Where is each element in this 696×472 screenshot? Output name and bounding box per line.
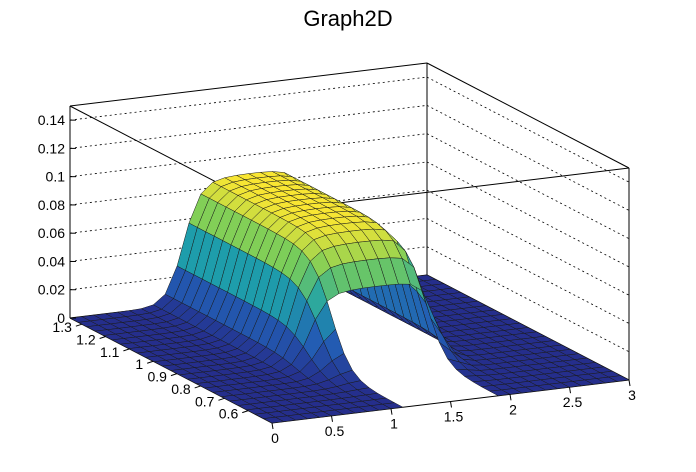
x-tick (569, 387, 571, 394)
z-tick-label: 0.06 (38, 225, 65, 241)
y-tick-label: 0.8 (171, 381, 191, 397)
y-axis: 0.60.70.80.91 1.11.21.3 (52, 319, 249, 422)
y-tick-label: 1.2 (76, 332, 96, 348)
x-tick-label: 0.5 (325, 423, 345, 439)
y-tick-label: 1.3 (52, 319, 72, 335)
x-tick (509, 394, 512, 401)
y-tick (218, 397, 225, 401)
z-tick-label: 0.1 (46, 169, 66, 185)
y-tick-label: 1 (135, 356, 143, 372)
grid-line (426, 161, 630, 268)
x-tick-label: 3 (628, 387, 636, 403)
z-tick-label: 0.14 (38, 112, 65, 128)
y-tick (194, 385, 201, 389)
grid-line (69, 105, 428, 149)
grid-line (426, 105, 630, 211)
x-tick-label: 2 (509, 401, 517, 417)
x-tick-label: 1.5 (444, 409, 464, 425)
frame-edge (69, 62, 428, 107)
x-tick-label: 0 (271, 430, 279, 446)
y-tick (99, 336, 106, 340)
x-tick-label: 1 (390, 416, 398, 432)
z-axis: 0 0.02 0.04 0.06 0.08 0.1 0.12 0.14 (38, 112, 76, 326)
x-tick (271, 422, 274, 430)
frame-edge (426, 62, 630, 169)
x-tick (628, 379, 631, 387)
z-tick-label: 0 (57, 310, 65, 326)
x-tick (390, 408, 393, 415)
chart-title: Graph2D (303, 6, 392, 31)
z-tick-label: 0.02 (38, 282, 65, 298)
surface-patch (607, 375, 630, 382)
surface-patch (381, 402, 404, 409)
grid-line (69, 76, 428, 121)
y-tick-label: 1.1 (100, 344, 120, 360)
grid-line (426, 76, 630, 183)
y-tick (75, 323, 83, 327)
y-tick (242, 410, 249, 414)
y-tick-label: 0.9 (147, 369, 167, 385)
z-tick-label: 0.12 (38, 140, 65, 156)
surface-mesh (69, 171, 630, 424)
y-tick (123, 348, 130, 352)
y-tick (147, 360, 154, 364)
grid-line (426, 189, 630, 296)
x-axis: 0 0.5 1 1.5 2 2.5 3 (271, 379, 636, 446)
x-tick (331, 415, 333, 422)
y-tick-label: 0.7 (195, 393, 215, 409)
x-tick-label: 2.5 (563, 394, 583, 410)
z-tick-label: 0.08 (38, 197, 65, 213)
grid-line (69, 133, 428, 178)
y-tick (170, 373, 178, 377)
z-tick-label: 0.04 (38, 253, 65, 269)
x-tick (450, 401, 452, 408)
grid-line (426, 133, 630, 240)
y-tick-label: 0.6 (219, 406, 239, 422)
